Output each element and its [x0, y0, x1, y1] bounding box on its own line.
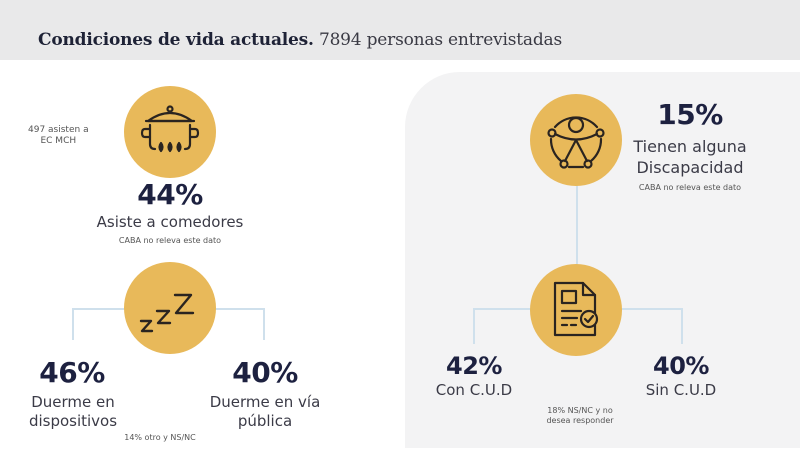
title-subtitle: 7894 personas entrevistadas — [318, 30, 562, 50]
disability-label: Tienen alguna Discapacidad — [620, 136, 760, 178]
cud-right-value: 40% — [653, 352, 709, 380]
sleep-note: 14% otro y NS/NC — [124, 433, 196, 442]
connector-line — [576, 180, 578, 280]
comedores-side-note: 497 asisten a EC MCH — [28, 125, 89, 147]
note-line: 18% NS/NC y no — [547, 406, 613, 415]
connector-line — [473, 308, 475, 344]
document-check-icon — [530, 264, 622, 356]
connector-line — [681, 308, 683, 344]
sleep-right-value: 40% — [232, 356, 298, 389]
header-bar: Condiciones de vida actuales. 7894 perso… — [0, 0, 800, 60]
cud-right-label: Sin C.U.D — [645, 381, 717, 399]
page-title: Condiciones de vida actuales. 7894 perso… — [38, 30, 562, 50]
connector-line — [72, 308, 74, 340]
disability-value: 15% — [657, 98, 723, 131]
zzz-sleep-icon — [124, 262, 216, 354]
side-note-line: EC MCH — [40, 136, 77, 146]
label-line: pública — [237, 412, 293, 430]
label-line: Duerme en — [31, 393, 115, 411]
cud-note: 18% NS/NC y no desea responder — [530, 406, 630, 426]
accessibility-icon — [530, 94, 622, 186]
note-line: desea responder — [546, 416, 614, 425]
label-line: Tienen alguna — [633, 137, 747, 156]
cooking-pot-icon — [124, 86, 216, 178]
label-line: Duerme en vía — [209, 393, 321, 411]
comedores-note: CABA no releva este dato — [118, 236, 222, 245]
title-bold: Condiciones de vida actuales. — [38, 30, 314, 50]
sleep-right-label: Duerme en vía pública — [195, 393, 335, 431]
sleep-left-label: Duerme en dispositivos — [8, 393, 138, 431]
comedores-value: 44% — [137, 178, 203, 211]
cud-left-value: 42% — [446, 352, 502, 380]
side-note-line: 497 asisten a — [28, 125, 89, 135]
disability-note: CABA no releva este dato — [638, 183, 742, 192]
comedores-label: Asiste a comedores — [96, 213, 244, 231]
label-line: dispositivos — [28, 412, 118, 430]
label-line: Discapacidad — [636, 158, 744, 177]
connector-line — [263, 308, 265, 340]
sleep-left-value: 46% — [39, 356, 105, 389]
cud-left-label: Con C.U.D — [435, 381, 513, 399]
